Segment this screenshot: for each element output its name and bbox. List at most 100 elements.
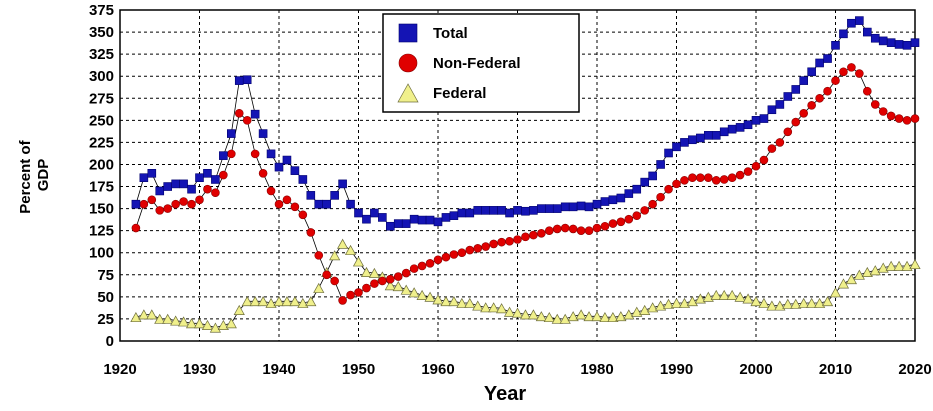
data-point-federal <box>456 297 468 308</box>
y-tick-label: 125 <box>89 223 114 240</box>
data-point-federal <box>352 256 365 267</box>
data-point-federal <box>798 297 810 308</box>
data-point-federal <box>281 296 293 307</box>
data-point-non-federal <box>894 114 904 123</box>
data-point-federal <box>790 298 802 309</box>
y-axis-title: Percent of GDP <box>17 136 52 214</box>
data-point-total <box>354 208 363 218</box>
data-point-total <box>250 109 260 119</box>
data-point-federal <box>877 262 889 273</box>
data-point-federal <box>392 281 404 292</box>
data-point-total <box>497 206 506 215</box>
data-point-federal <box>170 315 182 326</box>
y-tick-label: 225 <box>89 134 114 151</box>
data-point-total <box>656 160 665 169</box>
data-point-federal <box>185 318 198 329</box>
data-point-total <box>823 54 832 63</box>
x-tick-label: 2010 <box>819 361 852 378</box>
legend-marker-non-federal <box>398 53 418 73</box>
data-point-federal <box>702 291 714 302</box>
data-point-non-federal <box>258 168 268 178</box>
data-point-federal <box>670 297 683 308</box>
data-point-federal <box>909 258 921 270</box>
data-point-total <box>234 76 244 85</box>
y-tick-label: 200 <box>89 156 114 173</box>
data-point-federal <box>193 318 206 329</box>
data-point-non-federal <box>862 86 872 96</box>
data-point-federal <box>138 309 150 320</box>
data-point-total <box>775 100 785 109</box>
data-point-non-federal <box>711 176 721 185</box>
data-point-federal <box>678 297 691 308</box>
data-point-non-federal <box>234 108 244 118</box>
data-point-non-federal <box>171 199 180 209</box>
data-point-total <box>362 214 371 224</box>
data-point-federal <box>511 307 524 318</box>
data-point-non-federal <box>696 173 705 183</box>
x-tick-label: 2020 <box>898 361 931 378</box>
data-point-total <box>791 85 801 94</box>
data-point-non-federal <box>823 86 832 96</box>
data-point-federal <box>774 300 786 311</box>
data-point-federal <box>305 296 317 307</box>
data-point-total <box>751 116 761 125</box>
data-point-total <box>584 202 594 212</box>
data-point-total <box>664 148 673 158</box>
x-tick-label: 1920 <box>103 361 136 378</box>
tick-labels: 0 25 50 75 100 125 150 175 200 225 250 275 300 325 350… <box>89 2 932 378</box>
data-point-total <box>847 18 856 28</box>
data-point-federal <box>655 300 667 311</box>
data-point-federal <box>535 311 547 322</box>
data-point-federal <box>662 298 675 309</box>
data-point-total <box>831 41 840 50</box>
data-point-non-federal <box>362 283 371 293</box>
data-point-total <box>330 191 339 200</box>
legend-marker-total <box>398 23 418 43</box>
data-point-non-federal <box>735 170 745 180</box>
data-point-total <box>163 182 172 191</box>
data-point-non-federal <box>624 214 634 224</box>
data-point-non-federal <box>831 76 840 85</box>
data-point-total <box>322 199 332 209</box>
data-point-total <box>171 179 180 189</box>
data-point-federal <box>408 287 420 298</box>
data-point-total <box>274 162 284 172</box>
data-point-total <box>640 177 650 187</box>
data-point-total <box>266 149 276 159</box>
data-point-federal <box>750 296 762 307</box>
data-point-total <box>465 208 475 218</box>
data-point-total <box>839 29 848 39</box>
data-point-federal <box>496 303 508 314</box>
data-point-federal <box>416 289 428 300</box>
data-point-non-federal <box>544 226 554 235</box>
data-point-federal <box>289 296 301 307</box>
data-point-total <box>401 219 411 228</box>
data-point-total <box>203 168 212 178</box>
data-point-total <box>147 168 157 178</box>
data-point-total <box>211 175 220 184</box>
series-total <box>131 16 920 231</box>
data-point-total <box>719 127 729 137</box>
data-point-federal <box>400 284 412 295</box>
data-point-non-federal <box>703 173 713 183</box>
data-point-non-federal <box>592 223 602 233</box>
data-point-non-federal <box>417 261 427 271</box>
data-point-total <box>298 175 308 184</box>
data-point-federal <box>814 297 826 308</box>
data-point-total <box>513 206 522 215</box>
legend-label-federal: Federal <box>433 85 486 102</box>
data-point-total <box>743 120 753 130</box>
data-point-total <box>346 199 355 209</box>
data-point-total <box>592 199 602 209</box>
data-point-federal <box>440 296 452 307</box>
data-point-total <box>870 33 880 43</box>
data-point-total <box>155 186 165 196</box>
data-point-non-federal <box>648 199 657 209</box>
data-point-non-federal <box>552 224 562 234</box>
data-point-non-federal <box>219 170 228 180</box>
x-tick-label: 1940 <box>262 361 295 378</box>
data-point-non-federal <box>497 237 506 247</box>
data-point-non-federal <box>767 144 777 153</box>
data-point-total <box>433 217 443 227</box>
data-point-federal <box>297 297 309 308</box>
